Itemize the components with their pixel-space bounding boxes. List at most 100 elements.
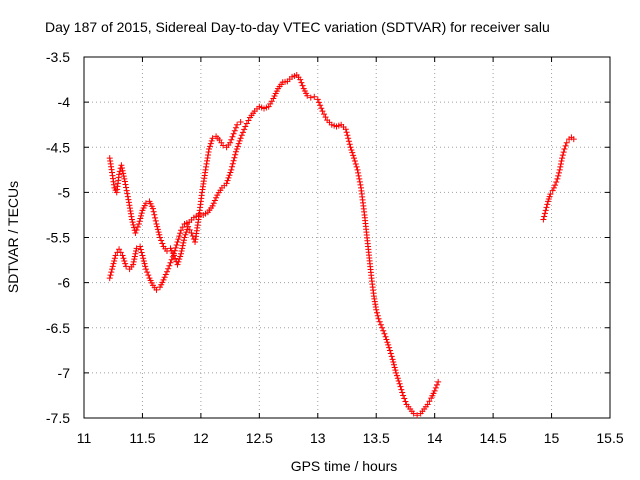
data-point xyxy=(391,364,398,371)
data-point xyxy=(311,93,318,100)
data-point xyxy=(175,236,182,243)
data-point xyxy=(123,184,130,191)
data-point xyxy=(396,380,403,387)
data-point xyxy=(174,239,181,246)
data-point xyxy=(206,146,213,153)
data-point xyxy=(353,163,360,170)
data-point xyxy=(297,76,304,83)
x-tick-label: 14 xyxy=(427,430,443,446)
data-point xyxy=(398,386,405,393)
y-tick-label: -5.5 xyxy=(46,230,70,246)
data-point xyxy=(109,266,116,273)
data-point xyxy=(168,256,175,263)
data-point xyxy=(165,265,172,272)
data-point xyxy=(234,121,241,128)
data-point xyxy=(393,369,400,376)
data-point xyxy=(210,200,217,207)
data-point xyxy=(351,155,358,162)
x-tick-label: 12.5 xyxy=(246,430,273,446)
data-point xyxy=(107,272,114,279)
data-point xyxy=(154,226,161,233)
data-point xyxy=(152,217,159,224)
data-point xyxy=(153,220,160,227)
data-point xyxy=(185,223,192,230)
data-point xyxy=(171,252,178,259)
data-point xyxy=(155,229,162,236)
data-point xyxy=(373,306,380,313)
data-point xyxy=(342,126,349,133)
data-point xyxy=(223,180,230,187)
data-point xyxy=(345,138,352,145)
data-point xyxy=(307,94,314,101)
data-point xyxy=(208,137,215,144)
data-point xyxy=(374,309,381,316)
data-point xyxy=(237,118,244,125)
data-point xyxy=(356,175,363,182)
data-point xyxy=(106,275,113,282)
data-point xyxy=(400,392,407,399)
data-point xyxy=(237,135,244,142)
data-point xyxy=(553,178,560,185)
data-point xyxy=(226,172,233,179)
data-point xyxy=(128,213,135,220)
data-point xyxy=(119,252,126,259)
data-point xyxy=(386,344,393,351)
x-tick-label: 15 xyxy=(544,430,560,446)
data-point xyxy=(186,226,193,233)
data-point xyxy=(558,158,565,165)
data-point xyxy=(241,126,248,133)
data-point xyxy=(209,135,216,142)
data-point xyxy=(322,114,329,121)
data-point xyxy=(561,146,568,153)
data-point xyxy=(351,158,358,165)
data-point xyxy=(132,229,139,236)
data-point xyxy=(542,207,549,214)
data-point xyxy=(570,136,577,143)
data-point xyxy=(116,168,123,175)
data-point xyxy=(349,149,356,156)
data-point xyxy=(382,333,389,340)
axis-ticks xyxy=(83,56,611,419)
data-point xyxy=(239,129,246,136)
data-point xyxy=(125,196,132,203)
data-point xyxy=(138,249,145,256)
data-point xyxy=(203,163,210,170)
data-point xyxy=(122,181,129,188)
data-point xyxy=(213,194,220,201)
data-point xyxy=(124,193,131,200)
data-point xyxy=(388,353,395,360)
data-point xyxy=(385,341,392,348)
data-point xyxy=(178,248,185,255)
data-point xyxy=(173,241,180,248)
data-point xyxy=(137,243,144,250)
data-point xyxy=(552,182,559,189)
data-point xyxy=(158,237,165,244)
data-point xyxy=(133,226,140,233)
y-tick-label: -5 xyxy=(58,184,71,200)
data-point xyxy=(348,146,355,153)
data-point xyxy=(131,253,138,260)
data-point xyxy=(127,210,134,217)
data-point xyxy=(426,398,433,405)
x-axis-label: GPS time / hours xyxy=(291,458,398,474)
data-point xyxy=(139,252,146,259)
data-point xyxy=(145,272,152,279)
grid-lines xyxy=(84,57,610,418)
data-point xyxy=(559,155,566,162)
data-point xyxy=(379,324,386,331)
data-point xyxy=(112,252,119,259)
data-point xyxy=(180,237,187,244)
data-point xyxy=(315,99,322,106)
data-point xyxy=(434,381,441,388)
data-point xyxy=(554,175,561,182)
data-point xyxy=(397,383,404,390)
data-point xyxy=(121,178,128,185)
data-point xyxy=(354,166,361,173)
data-point xyxy=(176,256,183,263)
data-point xyxy=(121,175,128,182)
x-tick-label: 11 xyxy=(77,430,92,446)
x-tick-label: 15.5 xyxy=(596,430,623,446)
data-point xyxy=(242,123,249,130)
data-point xyxy=(178,227,185,234)
